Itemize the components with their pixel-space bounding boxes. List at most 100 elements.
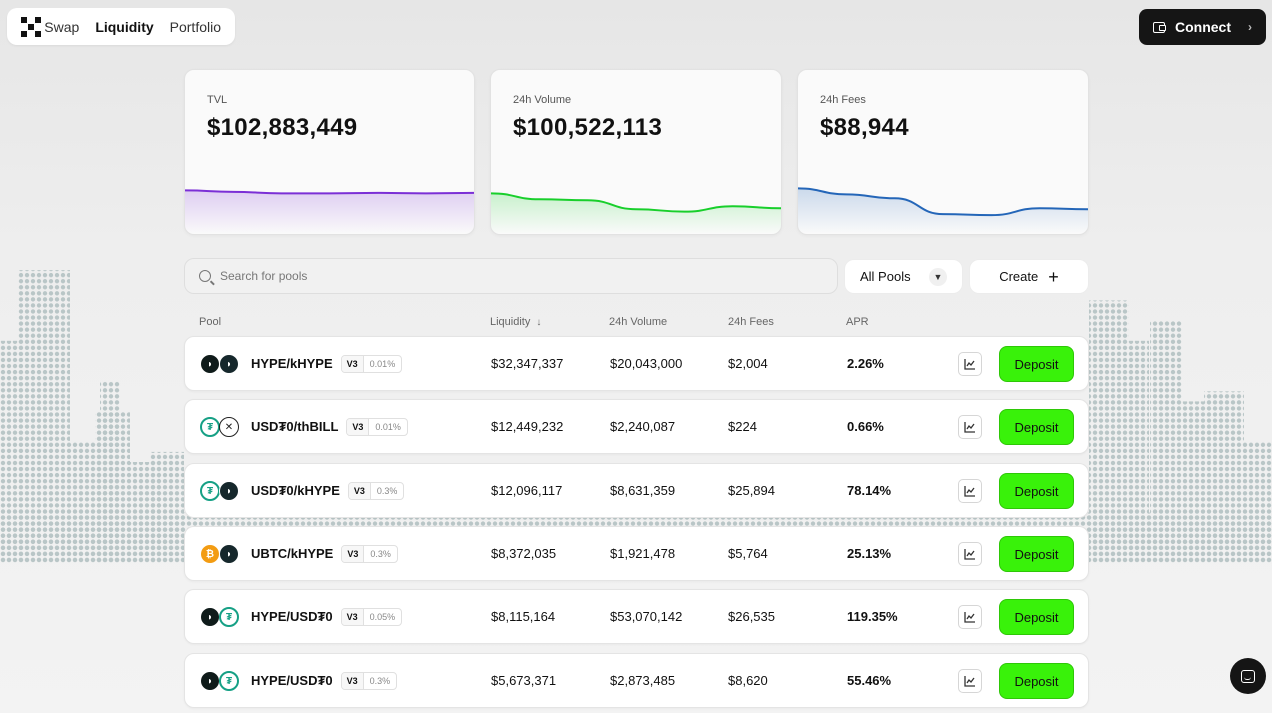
sparkline-line — [491, 192, 781, 213]
pool-search[interactable] — [184, 258, 838, 294]
pool-pair: USD₮0/kHYPE V3 0.3% — [251, 464, 405, 517]
version-badge: V3 — [348, 482, 370, 499]
khype-token-icon: ◗ — [219, 481, 239, 501]
table-row[interactable]: ◗ ◗ HYPE/kHYPE V3 0.01% $32,347,337 $20,… — [184, 336, 1089, 391]
chat-button[interactable] — [1230, 658, 1266, 694]
tvl-card: TVL $102,883,449 — [184, 69, 475, 235]
pool-badges: V3 0.3% — [341, 544, 398, 563]
chat-icon — [1241, 669, 1255, 683]
deposit-button[interactable]: Deposit — [999, 346, 1074, 382]
nav-liquidity[interactable]: Liquidity — [95, 18, 154, 35]
pool-pair: HYPE/USD₮0 V3 0.05% — [251, 590, 403, 643]
ubtc-token-icon: ₿ — [200, 544, 220, 564]
liquidity-value: $5,673,371 — [491, 673, 557, 688]
apr-value: 55.46% — [847, 673, 892, 688]
fee-tier-badge: 0.01% — [368, 418, 407, 435]
fees-value: $25,894 — [728, 483, 775, 498]
connect-button[interactable]: Connect › — [1139, 9, 1266, 45]
volume-value: $53,070,142 — [610, 609, 683, 624]
sparkline-area — [798, 188, 1088, 234]
pool-chart-button[interactable] — [958, 669, 982, 693]
table-row[interactable]: ◗ ₮ HYPE/USD₮0 V3 0.3% $5,673,371 $2,873… — [184, 653, 1089, 708]
volume-value: $2,240,087 — [610, 419, 676, 434]
version-badge: V3 — [341, 355, 363, 372]
pool-chart-button[interactable] — [958, 352, 982, 376]
header-volume: 24h Volume — [609, 316, 668, 328]
version-badge: V3 — [347, 418, 369, 435]
fees-value: $5,764 — [728, 546, 768, 561]
create-button[interactable]: Create + — [969, 259, 1089, 294]
liquidity-value: $12,449,232 — [491, 419, 564, 434]
pair-name: USD₮0/thBILL — [251, 419, 339, 434]
tvl-sparkline — [185, 189, 474, 234]
search-input[interactable] — [220, 269, 823, 283]
nav-swap[interactable]: Swap — [44, 18, 80, 35]
chart-icon — [964, 422, 975, 433]
sparkline-line — [185, 189, 474, 195]
pool-chart-button[interactable] — [958, 605, 982, 629]
sparkline-area — [185, 190, 474, 234]
search-icon — [199, 270, 211, 282]
fee-tier-badge: 0.3% — [369, 482, 404, 499]
deposit-button[interactable]: Deposit — [999, 663, 1074, 699]
pair-name: USD₮0/kHYPE — [251, 483, 340, 498]
chart-icon — [964, 612, 975, 623]
volume-label: 24h Volume — [513, 94, 572, 106]
table-row[interactable]: ◗ ₮ HYPE/USD₮0 V3 0.05% $8,115,164 $53,0… — [184, 589, 1089, 644]
header-liquidity-label: Liquidity — [490, 316, 531, 328]
usdt-token-icon: ₮ — [219, 671, 239, 691]
pool-badges: V3 0.05% — [340, 607, 403, 626]
chart-icon — [964, 359, 975, 370]
logo-icon[interactable] — [21, 16, 41, 37]
apr-value: 2.26% — [847, 356, 884, 371]
version-badge: V3 — [341, 608, 363, 625]
nav-portfolio[interactable]: Portfolio — [169, 18, 221, 35]
chart-icon — [964, 549, 975, 560]
pool-badges: V3 0.3% — [347, 481, 405, 500]
fee-tier-badge: 0.3% — [363, 545, 397, 562]
fee-tier-badge: 0.01% — [362, 355, 402, 372]
pool-chart-button[interactable] — [958, 415, 982, 439]
volume-value: $20,043,000 — [610, 356, 683, 371]
pool-filter-dropdown[interactable]: All Pools ▼ — [844, 259, 963, 294]
table-row[interactable]: ₿ ◗ UBTC/kHYPE V3 0.3% $8,372,035 $1,921… — [184, 526, 1089, 581]
deposit-button[interactable]: Deposit — [999, 409, 1074, 445]
pool-pair: HYPE/USD₮0 V3 0.3% — [251, 654, 398, 707]
volume-sparkline — [491, 192, 781, 234]
pool-badges: V3 0.01% — [346, 417, 408, 436]
liquidity-value: $8,372,035 — [491, 546, 557, 561]
apr-value: 119.35% — [847, 609, 898, 624]
liquidity-value: $8,115,164 — [491, 609, 556, 624]
table-row[interactable]: ₮ ✕ USD₮0/thBILL V3 0.01% $12,449,232 $2… — [184, 399, 1089, 454]
wallet-icon — [1153, 21, 1166, 33]
deposit-button[interactable]: Deposit — [999, 473, 1074, 509]
pair-name: HYPE/USD₮0 — [251, 609, 333, 624]
volume-value: $2,873,485 — [610, 673, 676, 688]
fees-card: 24h Fees $88,944 — [797, 69, 1089, 235]
pair-name: HYPE/kHYPE — [251, 356, 333, 371]
chart-icon — [964, 676, 975, 687]
fees-value: $88,944 — [820, 114, 909, 141]
usdt-token-icon: ₮ — [200, 417, 220, 437]
pool-pair: HYPE/kHYPE V3 0.01% — [251, 337, 403, 390]
sort-down-icon: ↓ — [536, 317, 542, 328]
fees-value: $26,535 — [728, 609, 775, 624]
apr-value: 0.66% — [847, 419, 884, 434]
khype-token-icon: ◗ — [219, 354, 239, 374]
chevron-right-icon: › — [1248, 20, 1252, 34]
main-nav: Swap Liquidity Portfolio — [7, 8, 235, 45]
fees-value: $8,620 — [728, 673, 768, 688]
volume-value: $8,631,359 — [610, 483, 676, 498]
fees-value: $2,004 — [728, 356, 768, 371]
deposit-button[interactable]: Deposit — [999, 599, 1074, 635]
table-row[interactable]: ₮ ◗ USD₮0/kHYPE V3 0.3% $12,096,117 $8,6… — [184, 463, 1089, 518]
deposit-button[interactable]: Deposit — [999, 536, 1074, 572]
version-badge: V3 — [341, 672, 363, 689]
usdt-token-icon: ₮ — [200, 481, 220, 501]
tvl-label: TVL — [207, 94, 228, 106]
thbill-token-icon: ✕ — [219, 417, 239, 437]
pool-chart-button[interactable] — [958, 479, 982, 503]
pool-chart-button[interactable] — [958, 542, 982, 566]
volume-card: 24h Volume $100,522,113 — [490, 69, 782, 235]
header-liquidity[interactable]: Liquidity ↓ — [490, 316, 541, 328]
